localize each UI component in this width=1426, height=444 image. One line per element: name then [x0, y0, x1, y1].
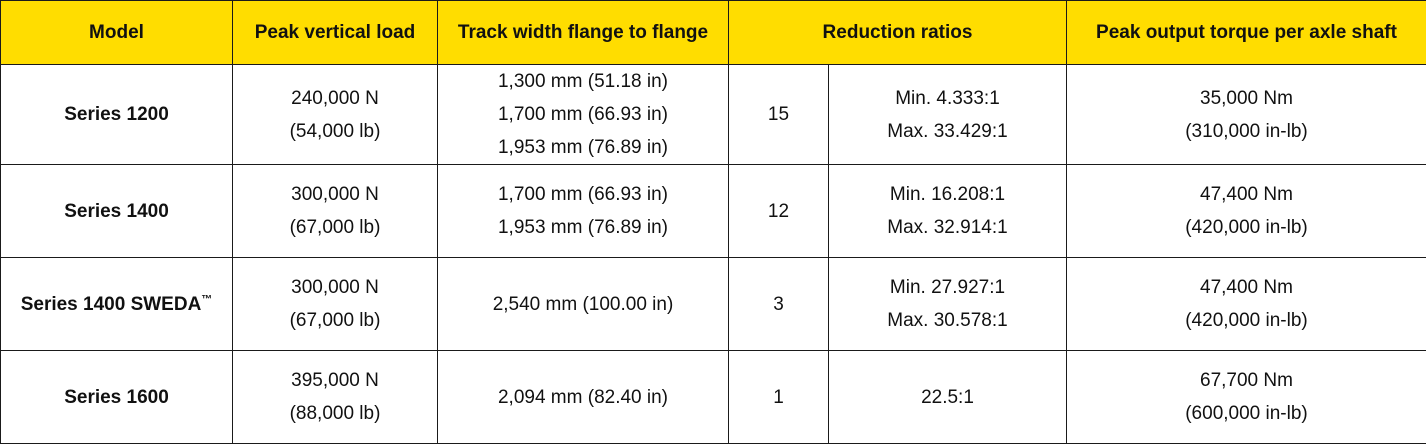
torque-cell: 47,400 Nm (420,000 in-lb)	[1067, 258, 1426, 351]
model-cell: Series 1400	[1, 165, 233, 258]
track-width-option: 2,540 mm (100.00 in)	[438, 288, 728, 321]
ratio-max: Max. 33.429:1	[829, 115, 1066, 148]
header-peak-vertical-load: Peak vertical load	[233, 1, 438, 65]
load-pounds: (67,000 lb)	[233, 304, 437, 337]
torque-cell: 35,000 Nm (310,000 in-lb)	[1067, 65, 1426, 165]
torque-in-lb: (420,000 in-lb)	[1067, 211, 1426, 244]
ratio-range-cell: 22.5:1	[829, 351, 1067, 444]
load-cell: 240,000 N (54,000 lb)	[233, 65, 438, 165]
torque-cell: 47,400 Nm (420,000 in-lb)	[1067, 165, 1426, 258]
track-cell: 1,700 mm (66.93 in) 1,953 mm (76.89 in)	[438, 165, 729, 258]
table-row: Series 1200 240,000 N (54,000 lb) 1,300 …	[1, 65, 1426, 165]
torque-in-lb: (310,000 in-lb)	[1067, 115, 1426, 148]
ratio-min: Min. 27.927:1	[829, 271, 1066, 304]
load-cell: 395,000 N (88,000 lb)	[233, 351, 438, 444]
torque-nm: 47,400 Nm	[1067, 271, 1426, 304]
ratio-range-cell: Min. 16.208:1 Max. 32.914:1	[829, 165, 1067, 258]
load-newtons: 395,000 N	[233, 364, 437, 397]
torque-in-lb: (600,000 in-lb)	[1067, 397, 1426, 430]
table-row: Series 1400 SWEDA™ 300,000 N (67,000 lb)…	[1, 258, 1426, 351]
ratio-count: 1	[773, 387, 784, 408]
ratio-range-cell: Min. 4.333:1 Max. 33.429:1	[829, 65, 1067, 165]
ratio-count-cell: 3	[729, 258, 829, 351]
model-cell: Series 1600	[1, 351, 233, 444]
header-track-width: Track width flange to flange	[438, 1, 729, 65]
ratio-max: Max. 32.914:1	[829, 211, 1066, 244]
model-cell: Series 1400 SWEDA™	[1, 258, 233, 351]
torque-nm: 47,400 Nm	[1067, 178, 1426, 211]
ratio-single: 22.5:1	[829, 381, 1066, 414]
ratio-count: 15	[768, 104, 789, 125]
load-pounds: (67,000 lb)	[233, 211, 437, 244]
ratio-count-cell: 12	[729, 165, 829, 258]
ratio-range-cell: Min. 27.927:1 Max. 30.578:1	[829, 258, 1067, 351]
model-name: Series 1400	[64, 201, 169, 222]
header-reduction-ratios: Reduction ratios	[729, 1, 1067, 65]
table-row: Series 1400 300,000 N (67,000 lb) 1,700 …	[1, 165, 1426, 258]
ratio-min: Min. 4.333:1	[829, 82, 1066, 115]
load-pounds: (54,000 lb)	[233, 115, 437, 148]
load-pounds: (88,000 lb)	[233, 397, 437, 430]
track-width-option: 1,700 mm (66.93 in)	[438, 178, 728, 211]
torque-in-lb: (420,000 in-lb)	[1067, 304, 1426, 337]
track-cell: 2,094 mm (82.40 in)	[438, 351, 729, 444]
track-width-option: 1,953 mm (76.89 in)	[438, 211, 728, 244]
load-newtons: 300,000 N	[233, 271, 437, 304]
track-width-option: 1,953 mm (76.89 in)	[438, 131, 728, 164]
header-model: Model	[1, 1, 233, 65]
torque-nm: 35,000 Nm	[1067, 82, 1426, 115]
model-name: Series 1400 SWEDA	[21, 294, 202, 315]
ratio-max: Max. 30.578:1	[829, 304, 1066, 337]
track-cell: 2,540 mm (100.00 in)	[438, 258, 729, 351]
load-newtons: 300,000 N	[233, 178, 437, 211]
track-width-option: 1,700 mm (66.93 in)	[438, 98, 728, 131]
track-cell: 1,300 mm (51.18 in) 1,700 mm (66.93 in) …	[438, 65, 729, 165]
trademark-mark: ™	[201, 293, 212, 305]
torque-nm: 67,700 Nm	[1067, 364, 1426, 397]
ratio-count-cell: 1	[729, 351, 829, 444]
torque-cell: 67,700 Nm (600,000 in-lb)	[1067, 351, 1426, 444]
ratio-count-cell: 15	[729, 65, 829, 165]
load-cell: 300,000 N (67,000 lb)	[233, 165, 438, 258]
header-peak-output-torque: Peak output torque per axle shaft	[1067, 1, 1426, 65]
track-width-option: 1,300 mm (51.18 in)	[438, 65, 728, 98]
ratio-count: 12	[768, 201, 789, 222]
table-row: Series 1600 395,000 N (88,000 lb) 2,094 …	[1, 351, 1426, 444]
load-cell: 300,000 N (67,000 lb)	[233, 258, 438, 351]
load-newtons: 240,000 N	[233, 82, 437, 115]
model-name: Series 1200	[64, 104, 169, 125]
model-cell: Series 1200	[1, 65, 233, 165]
ratio-count: 3	[773, 294, 784, 315]
model-name: Series 1600	[64, 387, 169, 408]
track-width-option: 2,094 mm (82.40 in)	[438, 381, 728, 414]
ratio-min: Min. 16.208:1	[829, 178, 1066, 211]
header-row: Model Peak vertical load Track width fla…	[1, 1, 1426, 65]
